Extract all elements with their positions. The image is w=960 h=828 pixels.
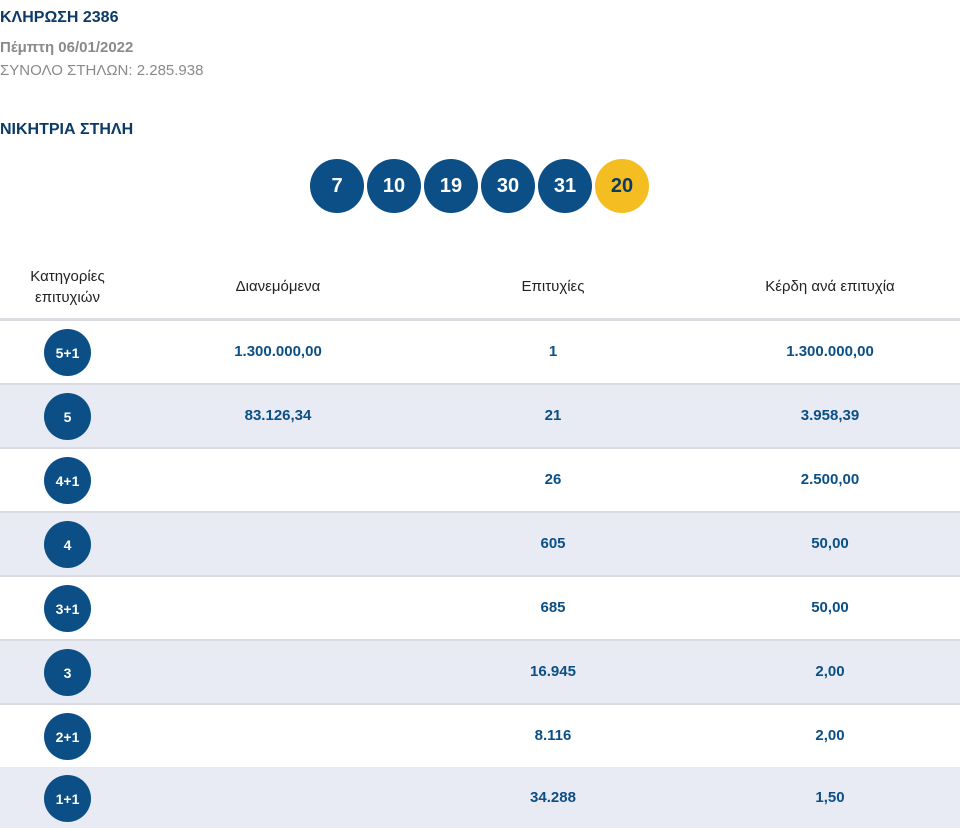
header-divider [0,318,960,321]
winning-number-ball: 30 [481,159,535,213]
winning-number-ball: 19 [424,159,478,213]
draw-date: Πέμπτη 06/01/2022 [0,39,134,56]
draw-title: ΚΛΗΡΩΣΗ 2386 [0,9,119,26]
results-table-header: Κατηγορίες επιτυχιών Διανεμόμενα Επιτυχί… [0,256,960,318]
successes-cell: 16.945 [530,663,576,680]
table-row: 4 605 50,00 [0,513,960,577]
prize-cell: 50,00 [811,599,849,616]
distributed-cell: 1.300.000,00 [234,343,322,360]
successes-cell: 1 [548,343,558,360]
joker-number-ball: 20 [595,159,649,213]
successes-cell: 21 [544,407,562,424]
header-prize-per-success: Κέρδη ανά επιτυχία [765,278,895,295]
table-row: 1+1 34.288 1,50 [0,767,960,828]
category-badge: 3+1 [44,585,91,632]
row-divider [0,575,960,577]
table-row: 2+1 8.116 2,00 [0,705,960,769]
category-badge: 4+1 [44,457,91,504]
header-category: Κατηγορίες επιτυχιών [30,268,105,306]
category-badge: 4 [44,521,91,568]
category-badge: 5+1 [44,329,91,376]
winning-column-title: ΝΙΚΗΤΡΙΑ ΣΤΗΛΗ [0,121,134,138]
total-columns: ΣΥΝΟΛΟ ΣΤΗΛΩΝ: 2.285.938 [0,62,204,79]
prize-cell: 2,00 [815,727,845,744]
header-distributed: Διανεμόμενα [235,278,321,295]
prize-cell: 2,00 [815,663,845,680]
category-badge: 3 [44,649,91,696]
table-row: 4+1 26 2.500,00 [0,449,960,513]
winning-number-ball: 10 [367,159,421,213]
winning-numbers: 7 10 19 30 31 20 [310,159,649,213]
table-row: 5+1 1.300.000,00 1 1.300.000,00 [0,321,960,385]
prize-cell: 2.500,00 [800,471,860,488]
successes-cell: 34.288 [530,789,576,806]
table-row: 5 83.126,34 21 3.958,39 [0,385,960,449]
header-successes: Επιτυχίες [521,278,585,295]
successes-cell: 8.116 [534,727,572,744]
successes-cell: 26 [544,471,562,488]
prize-cell: 1,50 [815,789,845,806]
row-divider [0,383,960,385]
prize-cell: 1.300.000,00 [786,343,874,360]
successes-cell: 685 [540,599,566,616]
distributed-cell: 83.126,34 [244,407,312,424]
prize-cell: 50,00 [811,535,849,552]
category-badge: 5 [44,393,91,440]
row-divider [0,639,960,641]
row-divider [0,511,960,513]
category-badge: 2+1 [44,713,91,760]
table-row: 3 16.945 2,00 [0,641,960,705]
successes-cell: 605 [540,535,566,552]
winning-number-ball: 7 [310,159,364,213]
table-row: 3+1 685 50,00 [0,577,960,641]
row-divider [0,703,960,705]
row-divider [0,447,960,449]
prize-cell: 3.958,39 [800,407,860,424]
winning-number-ball: 31 [538,159,592,213]
category-badge: 1+1 [44,775,91,822]
